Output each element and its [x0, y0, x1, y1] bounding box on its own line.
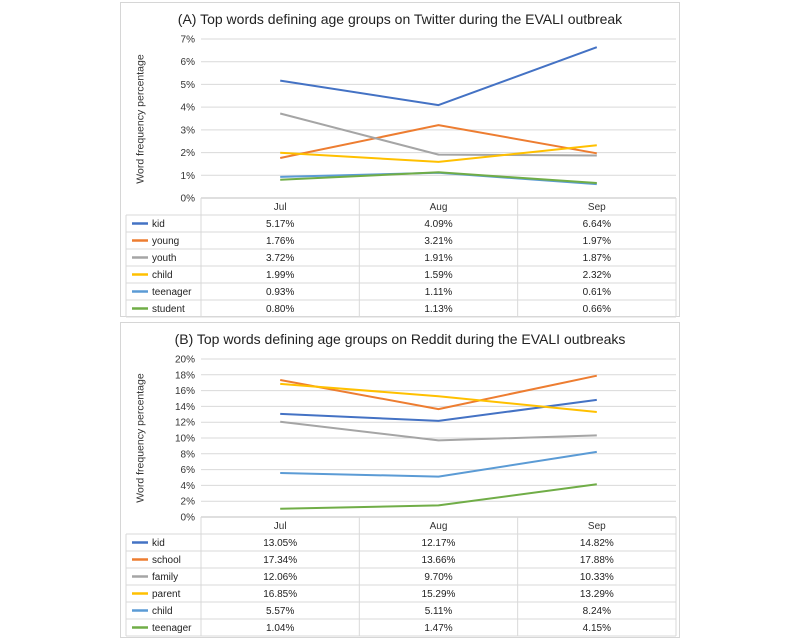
- y-tick-label: 18%: [175, 370, 195, 381]
- data-label: 12.06%: [263, 572, 297, 583]
- legend-label: family: [152, 572, 178, 583]
- data-label: 1.76%: [266, 236, 294, 247]
- twitter-chart-panel: (A) Top words defining age groups on Twi…: [120, 2, 680, 318]
- data-label: 5.17%: [266, 219, 294, 230]
- y-tick-label: 4%: [181, 103, 196, 114]
- data-label: 1.47%: [424, 623, 452, 634]
- series-line-child: [280, 144, 597, 163]
- data-label: 9.70%: [424, 572, 452, 583]
- data-label: 1.13%: [424, 304, 452, 315]
- data-label: 4.09%: [424, 219, 452, 230]
- legend-label: kid: [152, 219, 165, 230]
- legend-label: child: [152, 606, 173, 617]
- legend-label: teenager: [152, 287, 192, 298]
- series-line-youth: [279, 112, 597, 157]
- x-category-label: Aug: [430, 521, 448, 532]
- y-tick-label: 12%: [175, 418, 195, 429]
- data-label: 2.32%: [583, 270, 611, 281]
- chart-title: (B) Top words defining age groups on Red…: [174, 331, 626, 347]
- data-label: 3.21%: [424, 236, 452, 247]
- data-label: 4.15%: [583, 623, 611, 634]
- series-line-kid: [280, 398, 597, 422]
- y-tick-label: 5%: [181, 80, 196, 91]
- series-line-child: [280, 450, 597, 478]
- data-label: 15.29%: [422, 589, 456, 600]
- legend-label: teenager: [152, 623, 192, 634]
- y-tick-label: 20%: [175, 355, 195, 366]
- data-label: 13.29%: [580, 589, 614, 600]
- reddit-line-chart: 0% 2% 4% 6% 8% 10% 12% 14% 16% 18% 20% Jul Aug Sep kid…: [125, 355, 677, 637]
- legend-label: young: [152, 236, 179, 247]
- twitter-line-chart: 0% 1% 2% 3% 4% 5% 6% 7% Jul Aug Sep kid 5.17% 4.09% 6.…: [125, 35, 677, 318]
- y-tick-label: 7%: [181, 35, 196, 46]
- y-tick-label: 6%: [181, 57, 196, 68]
- data-label: 14.82%: [580, 538, 614, 549]
- data-label: 17.88%: [580, 555, 614, 566]
- x-category-label: Jul: [274, 521, 287, 532]
- data-label: 10.33%: [580, 572, 614, 583]
- data-label: 0.80%: [266, 304, 294, 315]
- data-label: 13.66%: [422, 555, 456, 566]
- legend-label: student: [152, 304, 185, 315]
- data-label: 5.57%: [266, 606, 294, 617]
- series-line-parent: [280, 382, 597, 413]
- y-tick-label: 2%: [181, 148, 196, 159]
- y-tick-label: 16%: [175, 386, 195, 397]
- data-label: 8.24%: [583, 606, 611, 617]
- legend-label: youth: [152, 253, 176, 264]
- series-line-student: [280, 171, 597, 184]
- data-label: 0.66%: [583, 304, 611, 315]
- legend-label: parent: [152, 589, 181, 600]
- x-category-label: Aug: [430, 202, 448, 213]
- data-label: 13.05%: [263, 538, 297, 549]
- data-label: 6.64%: [583, 219, 611, 230]
- data-label: 1.91%: [424, 253, 452, 264]
- series-line-teenager: [280, 483, 597, 510]
- y-tick-label: 1%: [181, 171, 196, 182]
- x-category-label: Sep: [588, 202, 606, 213]
- data-label: 1.87%: [583, 253, 611, 264]
- y-tick-label: 3%: [181, 125, 196, 136]
- y-tick-label: 8%: [181, 449, 196, 460]
- y-tick-label: 14%: [175, 402, 195, 413]
- x-category-label: Sep: [588, 521, 606, 532]
- y-tick-label: 2%: [181, 497, 196, 508]
- data-label: 17.34%: [263, 555, 297, 566]
- series-line-young: [279, 124, 597, 159]
- data-label: 12.17%: [422, 538, 456, 549]
- legend-label: school: [152, 555, 181, 566]
- y-tick-label: 10%: [175, 434, 195, 445]
- data-label: 16.85%: [263, 589, 297, 600]
- data-label: 1.11%: [425, 287, 453, 298]
- y-tick-label: 4%: [181, 481, 196, 492]
- data-label: 1.04%: [266, 623, 294, 634]
- data-label: 1.59%: [424, 270, 452, 281]
- data-label: 5.11%: [425, 606, 453, 617]
- series-line-school: [280, 374, 598, 411]
- series-line-family: [280, 420, 597, 442]
- chart-title: (A) Top words defining age groups on Twi…: [177, 11, 623, 27]
- x-category-label: Jul: [274, 202, 287, 213]
- legend-label: kid: [152, 538, 165, 549]
- y-tick-label: 0%: [181, 194, 196, 205]
- y-tick-label: 6%: [181, 465, 196, 476]
- reddit-chart-panel: (B) Top words defining age groups on Red…: [120, 322, 680, 638]
- data-label: 0.61%: [583, 287, 611, 298]
- data-label: 1.97%: [583, 236, 611, 247]
- data-label: 0.93%: [266, 287, 294, 298]
- data-label: 3.72%: [266, 253, 294, 264]
- y-tick-label: 0%: [181, 513, 196, 524]
- data-label: 1.99%: [266, 270, 294, 281]
- series-line-kid: [280, 46, 598, 107]
- legend-label: child: [152, 270, 173, 281]
